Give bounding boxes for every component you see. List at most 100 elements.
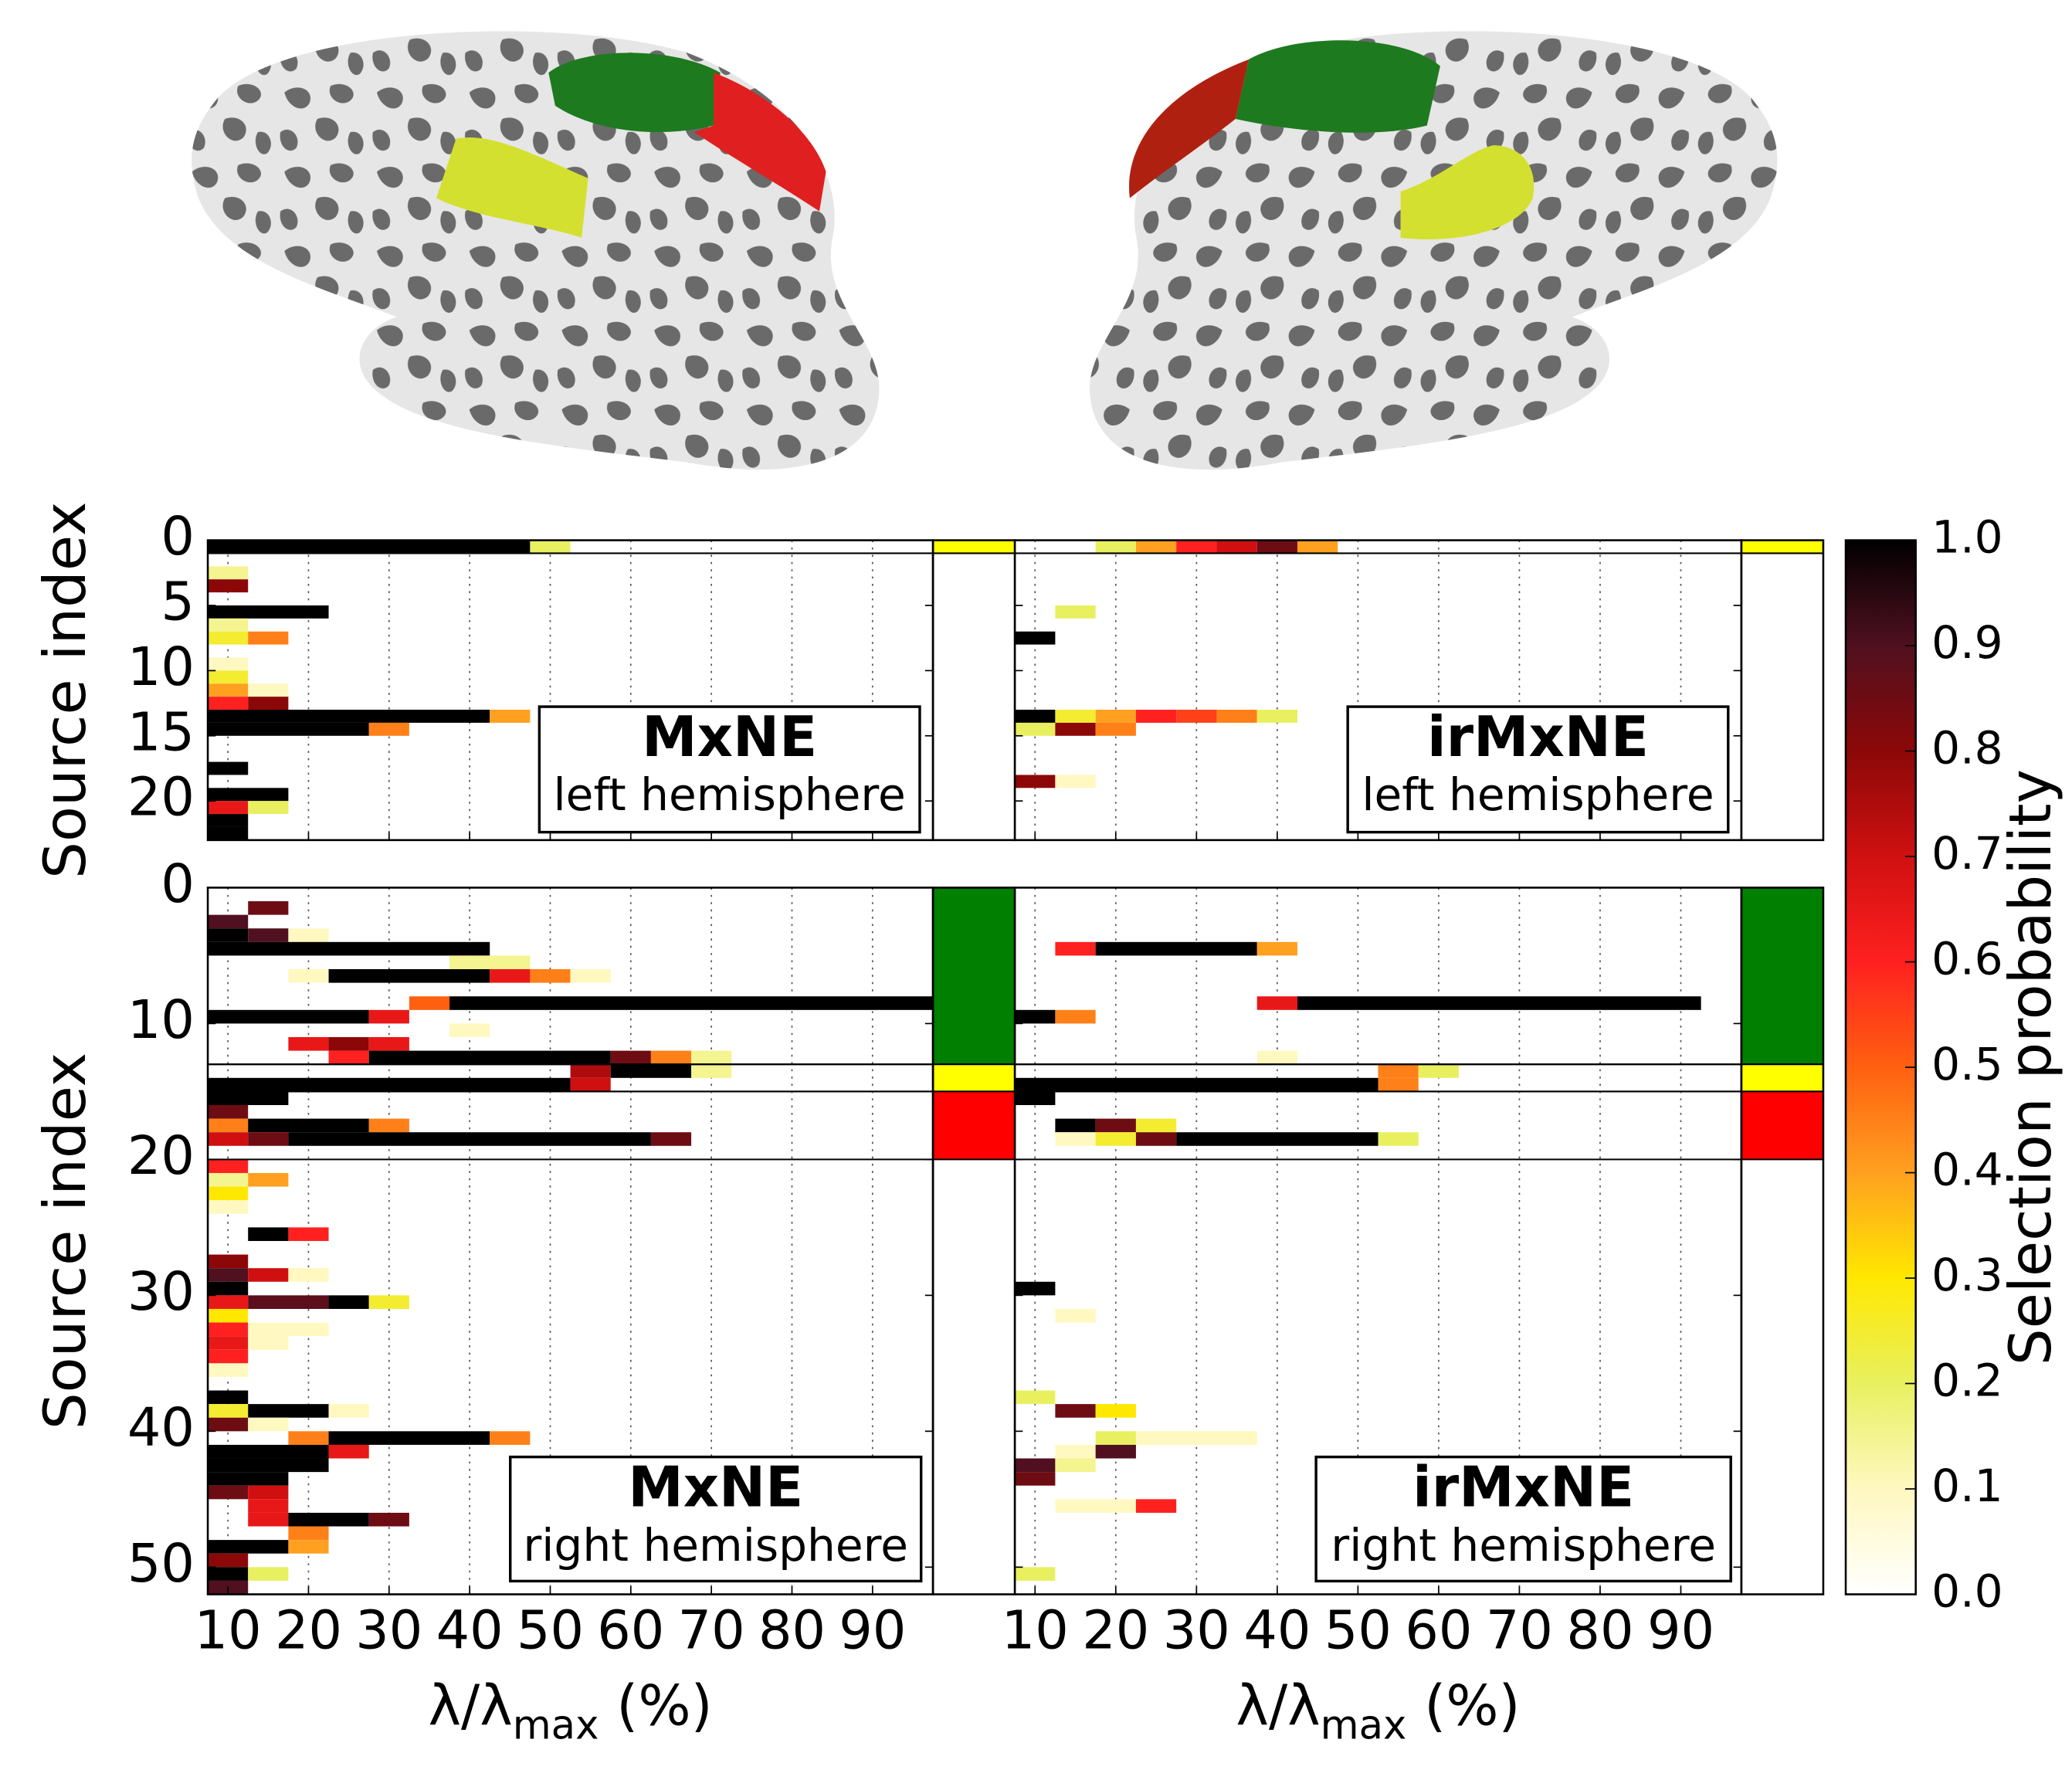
heat-cell: [1055, 710, 1096, 723]
x-tick-label: 50: [1324, 1600, 1392, 1661]
heat-cell: [208, 710, 490, 723]
x-tick-label: 20: [275, 1600, 342, 1661]
x-tick-label: 90: [839, 1600, 906, 1661]
heat-cell: [1135, 1132, 1177, 1146]
x-tick-label: 40: [1243, 1600, 1311, 1661]
heat-cell: [328, 1431, 490, 1445]
colorbar-tick-label: 0.9: [1931, 616, 2002, 669]
heat-cell: [288, 1540, 329, 1554]
heat-cell: [449, 1023, 490, 1037]
heat-cell: [1015, 1009, 1056, 1024]
heat-cell: [208, 697, 249, 710]
heat-cell: [1055, 1458, 1096, 1473]
heat-cell: [1095, 540, 1136, 554]
strip-frame: [1740, 887, 1825, 1595]
heat-cell: [248, 683, 289, 697]
heat-cell: [208, 801, 249, 815]
y-tick-label: 40: [127, 1398, 195, 1459]
heat-cell: [208, 1172, 249, 1187]
heat-cell: [1055, 1132, 1096, 1146]
heat-cell: [208, 1485, 249, 1500]
heat-cell: [1297, 996, 1701, 1010]
colorbar-label: Selection probability: [1996, 769, 2064, 1365]
heat-cell: [208, 1363, 249, 1377]
x-tick-label: 50: [517, 1600, 584, 1661]
heat-cell: [208, 1200, 249, 1214]
heat-cell: [208, 761, 249, 775]
heat-cell: [208, 928, 249, 942]
heat-cell: [1256, 941, 1297, 956]
heat-cell: [1055, 605, 1096, 619]
panel-title: irMxNE: [1412, 1455, 1634, 1520]
heat-cell: [1095, 1118, 1136, 1133]
heat-cell: [530, 540, 571, 554]
legend-box: [1314, 1455, 1732, 1583]
left-brain: [192, 31, 880, 470]
y-tick-label: 50: [127, 1534, 195, 1595]
heat-cell: [409, 996, 450, 1010]
heat-cell: [248, 1404, 329, 1418]
y-tick-label: 10: [127, 990, 195, 1051]
heat-cell: [248, 631, 289, 645]
colorbar-tick-label: 0.0: [1931, 1565, 2002, 1618]
x-tick-label: 30: [1163, 1600, 1230, 1661]
heat-cell: [1055, 775, 1096, 788]
roi-band: [1741, 540, 1823, 554]
heat-cell: [1297, 540, 1338, 554]
heat-cell: [208, 1308, 249, 1323]
x-axis-label-part: λ/λ: [429, 1673, 513, 1738]
heat-cell: [328, 1050, 369, 1065]
heat-cell: [1176, 540, 1217, 554]
heat-cell: [530, 969, 571, 983]
heat-cell: [288, 1512, 369, 1527]
heat-cell: [1095, 1431, 1136, 1445]
roi-band: [1741, 887, 1823, 1065]
colorbar-tick-label: 1.0: [1931, 511, 2002, 564]
right-brain: [1090, 31, 1778, 470]
heat-cell: [208, 914, 249, 929]
heat-cell: [288, 1268, 329, 1282]
heat-cell: [208, 1336, 249, 1350]
heat-cell: [1055, 941, 1096, 956]
panel-title: MxNE: [628, 1455, 803, 1520]
heat-cell: [1095, 1444, 1136, 1459]
heat-cell: [1015, 710, 1056, 723]
legend-box: [1346, 705, 1730, 834]
heat-cell: [1055, 722, 1096, 736]
heat-cell: [610, 1064, 692, 1078]
heat-cell: [208, 1349, 249, 1364]
heat-cell: [1135, 540, 1177, 554]
heat-cell: [610, 1050, 651, 1065]
colorbar-tick-label: 0.7: [1931, 827, 2002, 880]
heat-cell: [368, 1050, 611, 1065]
heat-cell: [368, 722, 409, 736]
heat-cell: [1015, 722, 1056, 736]
heat-cell: [208, 1540, 289, 1554]
heat-cell: [368, 1036, 409, 1051]
heat-cell: [208, 1458, 329, 1473]
y-tick-label: 0: [161, 854, 195, 915]
x-tick-label: 60: [1405, 1600, 1472, 1661]
roi-band: [1741, 1064, 1823, 1092]
heat-cell: [208, 1254, 249, 1269]
heat-cell: [1256, 710, 1297, 723]
heat-cell: [1055, 1444, 1096, 1459]
heat-cell: [288, 1431, 329, 1445]
heat-cell: [1135, 1118, 1177, 1133]
heat-cell: [208, 540, 531, 554]
heat-cell: [248, 1132, 289, 1146]
heat-cell: [1378, 1077, 1419, 1092]
heat-cell: [1095, 1404, 1136, 1418]
heat-cell: [650, 1050, 692, 1065]
y-tick-label: 30: [127, 1262, 195, 1323]
heat-cell: [248, 697, 289, 710]
y-tick-label: 0: [161, 507, 195, 568]
heat-cell: [449, 996, 934, 1010]
panel-subtitle: left hemisphere: [554, 768, 906, 821]
heat-cell: [208, 1322, 249, 1337]
heat-cell: [1015, 1458, 1056, 1473]
heat-cell: [691, 1064, 732, 1078]
heat-cell: [208, 1077, 571, 1092]
heat-cell: [248, 801, 289, 815]
